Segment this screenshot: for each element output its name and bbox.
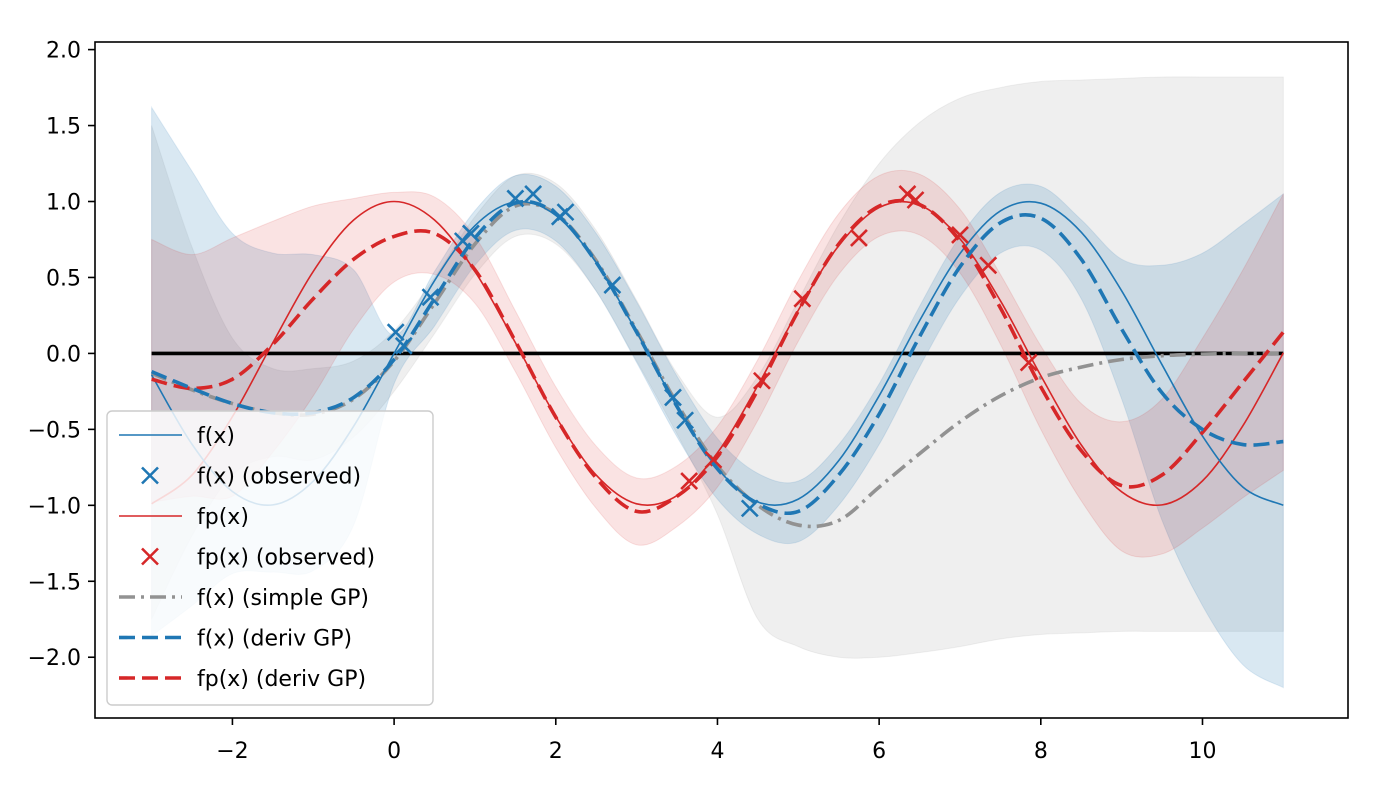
x-tick-label: −2 (216, 739, 248, 764)
y-tick-label: −1.5 (28, 570, 81, 595)
marker-fp-x-observed (793, 289, 812, 308)
x-tick-label: 4 (710, 739, 724, 764)
legend-label: fp(x) (observed) (197, 546, 375, 571)
marker-f-x-observed (664, 388, 682, 407)
legend-entry-fp-x: fp(x) (119, 505, 249, 530)
legend-label: f(x) (simple GP) (197, 586, 369, 611)
line-fp-x (151, 200, 1285, 507)
marker-f-x-observed (524, 184, 543, 203)
legend-entry-fp-x-observed: fp(x) (observed) (141, 546, 375, 571)
legend-entry-fp-x-deriv-gp: fp(x) (deriv GP) (119, 667, 366, 692)
marker-f-x-observed (556, 203, 575, 222)
x-axis: −2 0 2 4 6 8 10 (216, 718, 1216, 764)
x-tick-label: 0 (387, 739, 401, 764)
legend-label: fp(x) (deriv GP) (197, 667, 366, 692)
legend-label: f(x) (observed) (197, 465, 361, 490)
legend-entry-f-x-observed: f(x) (observed) (141, 465, 361, 490)
y-tick-label: −1.0 (28, 494, 81, 519)
line-f-x-simple-gp (150, 202, 1284, 529)
marker-f-x-observed (603, 276, 622, 294)
marker-fp-x-observed (850, 229, 868, 247)
marker-fp-x-observed (1019, 353, 1038, 372)
marker-f-x-observed (421, 288, 440, 307)
marker-fp-x-observed (898, 184, 917, 203)
line-fp-x-deriv-gp (151, 198, 1285, 514)
y-tick-label: 0.0 (46, 342, 81, 367)
x-tick-label: 10 (1188, 739, 1216, 764)
marker-f-x-observed (386, 323, 405, 342)
line-f-x-deriv-gp (150, 199, 1284, 516)
y-tick-label: 0.5 (46, 266, 81, 291)
legend-entry-f-x: f(x) (119, 424, 235, 449)
legend-label: f(x) (197, 424, 235, 449)
marker-f-x-observed (461, 224, 480, 243)
y-tick-label: −2.0 (28, 646, 81, 671)
x-tick-label: 8 (1034, 739, 1048, 764)
legend-marker-f-x-observed (141, 466, 159, 485)
marker-fp-x-observed (951, 226, 969, 244)
band-f-x-deriv-gp (151, 105, 1284, 689)
y-tick-label: 1.0 (46, 191, 81, 216)
y-tick-label: 1.5 (46, 115, 81, 140)
legend-box (106, 410, 434, 706)
marker-fp-x-observed (704, 450, 723, 469)
legend-entry-f-x-deriv-gp: f(x) (deriv GP) (119, 627, 352, 652)
marker-f-x-observed (506, 189, 525, 208)
legend-label: fp(x) (197, 505, 249, 530)
marker-f-x-observed (740, 499, 759, 518)
band-fp-x-deriv-gp (151, 169, 1284, 558)
x-tick-label: 6 (872, 739, 886, 764)
marker-fp-x-observed (680, 472, 699, 490)
marker-f-x-observed (394, 336, 413, 355)
marker-f-x-observed (676, 411, 695, 430)
y-tick-label: 2.0 (46, 39, 81, 64)
x-tick-label: 2 (549, 739, 563, 764)
plot-frame (94, 41, 1349, 719)
legend-label: f(x) (deriv GP) (197, 627, 352, 652)
marker-fp-x-observed (979, 256, 998, 275)
marker-fp-x-observed (753, 371, 771, 390)
legend-marker-fp-x-observed (141, 547, 159, 566)
y-tick-label: −0.5 (28, 418, 81, 443)
y-axis: −2.0 −1.5 −1.0 −0.5 0.0 0.5 1.0 1.5 2.0 (28, 39, 95, 671)
observation-markers (386, 184, 1038, 518)
marker-fp-x-observed (906, 191, 925, 209)
legend-entry-f-x-simple-gp: f(x) (simple GP) (119, 586, 369, 611)
legend: f(x) f(x) (observed) fp(x) fp(x) (observed)… (106, 410, 434, 706)
